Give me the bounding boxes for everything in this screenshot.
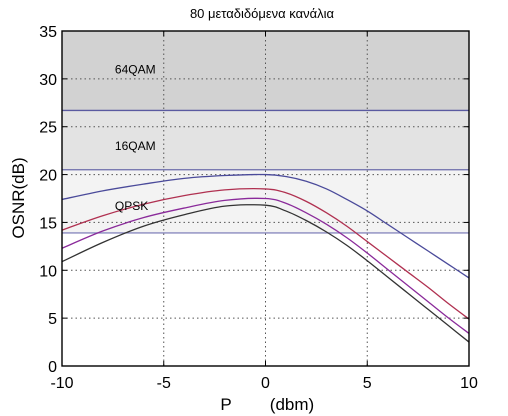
band-label-0: 64QAM xyxy=(115,62,156,76)
y-tick-label-4: 20 xyxy=(39,168,57,185)
y-tick-label-5: 25 xyxy=(39,120,57,137)
x-tick-label-0: -10 xyxy=(50,375,73,392)
y-tick-label-6: 30 xyxy=(39,72,57,89)
band-label-layer: 64QAM 16QAM QPSK xyxy=(115,62,156,213)
band-label-1: 16QAM xyxy=(115,139,156,153)
x-axis-unit: (dbm) xyxy=(270,395,314,414)
y-tick-layer: 0 5 10 15 20 25 30 35 xyxy=(39,24,469,376)
band-label-2: QPSK xyxy=(115,199,148,213)
x-tick-label-1: -5 xyxy=(157,375,171,392)
y-tick-label-2: 10 xyxy=(39,263,57,280)
y-tick-label-0: 0 xyxy=(48,359,57,376)
series-layer xyxy=(61,173,470,343)
series-line-0 xyxy=(61,173,470,279)
series-line-1 xyxy=(61,188,470,320)
x-tick-label-2: 0 xyxy=(261,375,270,392)
y-tick-label-7: 35 xyxy=(39,24,57,41)
chart-title: 80 μεταδιδόμενα κανάλια xyxy=(190,6,335,21)
band-0 xyxy=(62,31,469,111)
y-tick-label-3: 15 xyxy=(39,215,57,232)
y-axis-label: OSNR(dB) xyxy=(9,157,28,238)
y-tick-label-1: 5 xyxy=(48,311,57,328)
series-line-3 xyxy=(61,204,470,343)
series-line-2 xyxy=(61,197,470,334)
x-tick-label-3: 5 xyxy=(363,375,372,392)
x-tick-label-4: 10 xyxy=(460,375,478,392)
x-axis-label: P xyxy=(220,395,231,414)
x-tick-layer: -10 -5 0 5 10 xyxy=(50,31,478,392)
